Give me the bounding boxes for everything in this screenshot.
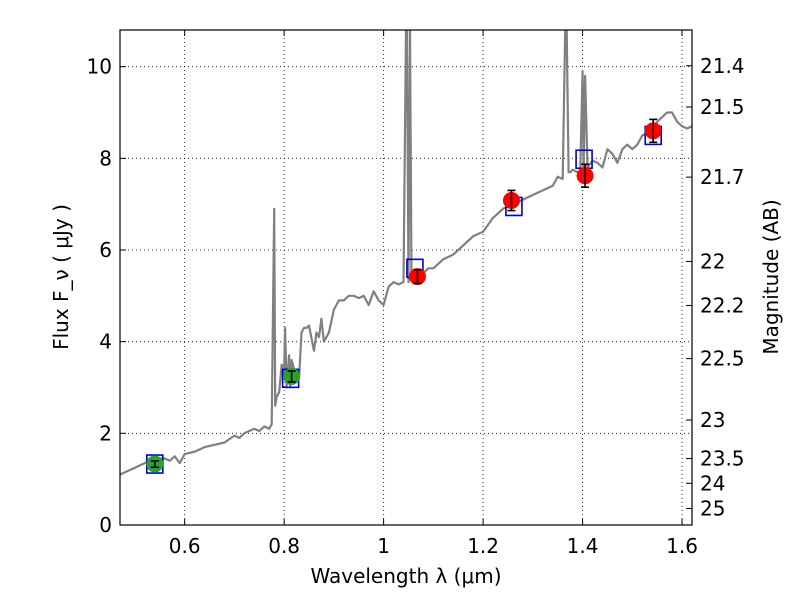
photometry-point-3: [502, 189, 520, 212]
x-tick-label-1: 0.8: [268, 534, 300, 558]
y-tick-label-2: 4: [99, 330, 112, 354]
x-tick-label-5: 1.6: [666, 534, 698, 558]
right-tick-label-2: 21.7: [700, 165, 745, 189]
x-axis-label: Wavelength λ (μm): [310, 564, 501, 588]
x-tick-label-4: 1.4: [567, 534, 599, 558]
y-tick-label-4: 8: [99, 146, 112, 170]
right-tick-label-7: 23.5: [700, 447, 745, 471]
right-axis-label: Magnitude (AB): [759, 199, 783, 354]
x-tick-label-2: 1: [377, 534, 390, 558]
right-tick-label-6: 23: [700, 408, 725, 432]
photometry-point-5: [644, 118, 662, 144]
x-axis-ticks: 0.6 0.8 1 1.2 1.4 1.6: [169, 30, 698, 558]
y-tick-label-0: 0: [99, 513, 112, 537]
right-tick-label-1: 21.5: [700, 95, 745, 119]
right-tick-label-9: 25: [700, 497, 725, 521]
spectrum-line: [120, 30, 692, 476]
x-tick-label-0: 0.6: [169, 534, 201, 558]
right-tick-label-5: 22.5: [700, 347, 745, 371]
right-tick-label-3: 22: [700, 249, 725, 273]
plot-area: [120, 30, 692, 476]
y-tick-label-3: 6: [99, 238, 112, 262]
y-axis-label: Flux F_ν ( μJy ): [49, 204, 73, 350]
y-tick-label-1: 2: [99, 421, 112, 445]
right-tick-label-0: 21.4: [700, 54, 745, 78]
photometry-point-0: [146, 455, 164, 473]
plot-frame: [119, 29, 693, 526]
right-tick-label-8: 24: [700, 471, 725, 495]
y-axis-ticks: 0 2 4 6 8 10: [87, 55, 126, 537]
x-tick-label-3: 1.2: [467, 534, 499, 558]
photometry-point-2: [408, 268, 426, 286]
right-tick-label-4: 22.2: [700, 293, 745, 317]
photometry-point-4: [576, 163, 594, 189]
y-tick-label-5: 10: [87, 55, 112, 79]
photometry-point-1: [283, 368, 301, 385]
